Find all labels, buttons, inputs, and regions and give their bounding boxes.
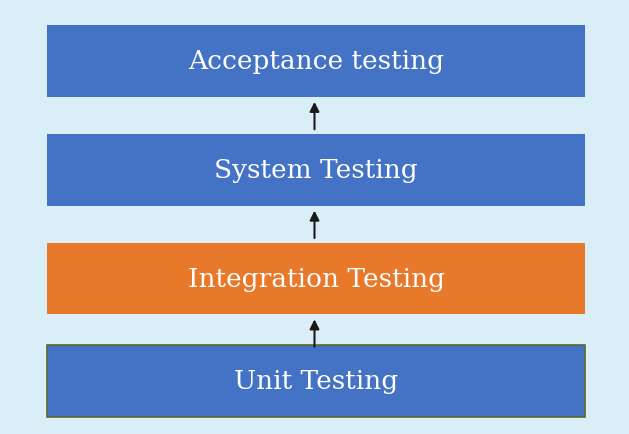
FancyBboxPatch shape	[47, 26, 585, 98]
FancyBboxPatch shape	[47, 243, 585, 315]
Text: System Testing: System Testing	[214, 158, 418, 183]
FancyBboxPatch shape	[47, 135, 585, 206]
Text: Unit Testing: Unit Testing	[234, 368, 398, 393]
FancyBboxPatch shape	[47, 345, 585, 417]
Text: Acceptance testing: Acceptance testing	[188, 49, 444, 74]
Text: Integration Testing: Integration Testing	[187, 266, 445, 291]
